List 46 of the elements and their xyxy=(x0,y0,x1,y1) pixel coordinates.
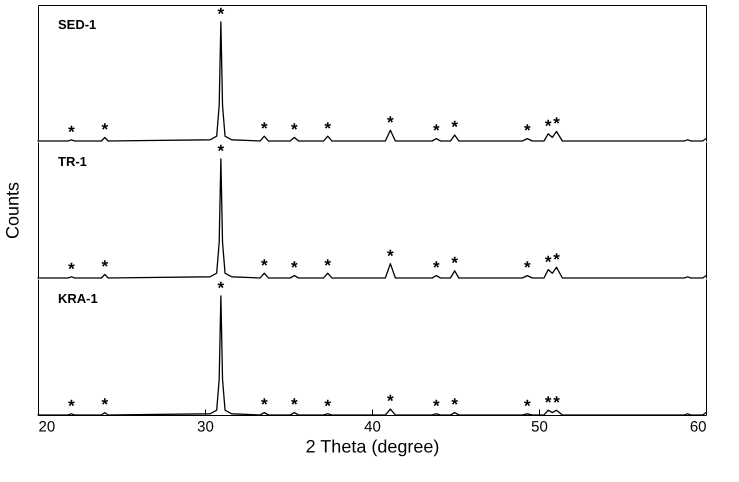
annotation: * xyxy=(218,4,225,24)
annotation: * xyxy=(451,118,458,137)
annotation: * xyxy=(451,253,458,272)
annotation: * xyxy=(68,259,76,278)
x-tick-label: 30 xyxy=(197,418,214,436)
x-tick-label: 50 xyxy=(531,418,548,436)
annotation: * xyxy=(544,116,552,136)
x-tick-label: 20 xyxy=(38,418,56,436)
annotation: * xyxy=(101,257,108,276)
annotation: * xyxy=(524,258,531,278)
annotation: * xyxy=(218,142,225,161)
annotation: * xyxy=(291,120,298,140)
annotation: * xyxy=(544,252,552,272)
annotation: * xyxy=(524,396,531,416)
annotation: * xyxy=(68,122,76,142)
annotation: * xyxy=(553,114,560,134)
annotation: * xyxy=(260,118,268,138)
annotation: * xyxy=(524,121,531,140)
annotation: * xyxy=(553,250,560,269)
annotation: * xyxy=(387,246,394,266)
annotation: * xyxy=(291,258,298,278)
annotation: * xyxy=(101,120,108,140)
y-axis-title: Counts xyxy=(2,182,22,240)
annotation: * xyxy=(387,112,394,132)
annotation: * xyxy=(451,395,458,414)
x-tick-label: 60 xyxy=(690,418,706,436)
annotation: * xyxy=(291,395,298,414)
annotation: * xyxy=(324,396,332,416)
annotation: * xyxy=(260,256,268,275)
x-tick-label: 40 xyxy=(364,418,381,436)
annotation: * xyxy=(101,395,108,414)
annotation: * xyxy=(260,395,268,414)
annotation: * xyxy=(553,392,560,412)
annotation: * xyxy=(68,396,76,416)
annotation: * xyxy=(432,396,440,416)
annotation: * xyxy=(544,392,552,412)
annotation: * xyxy=(432,121,440,140)
annotation: * xyxy=(387,392,394,411)
text: TR-1 xyxy=(58,154,87,169)
annotation: * xyxy=(324,256,332,275)
text: KRA-1 xyxy=(58,291,98,306)
annotation: * xyxy=(218,278,225,298)
annotation: * xyxy=(324,118,332,138)
text: SED-1 xyxy=(58,17,96,32)
annotation: * xyxy=(432,258,440,278)
x-axis-title: 2 Theta (degree) xyxy=(306,436,440,456)
